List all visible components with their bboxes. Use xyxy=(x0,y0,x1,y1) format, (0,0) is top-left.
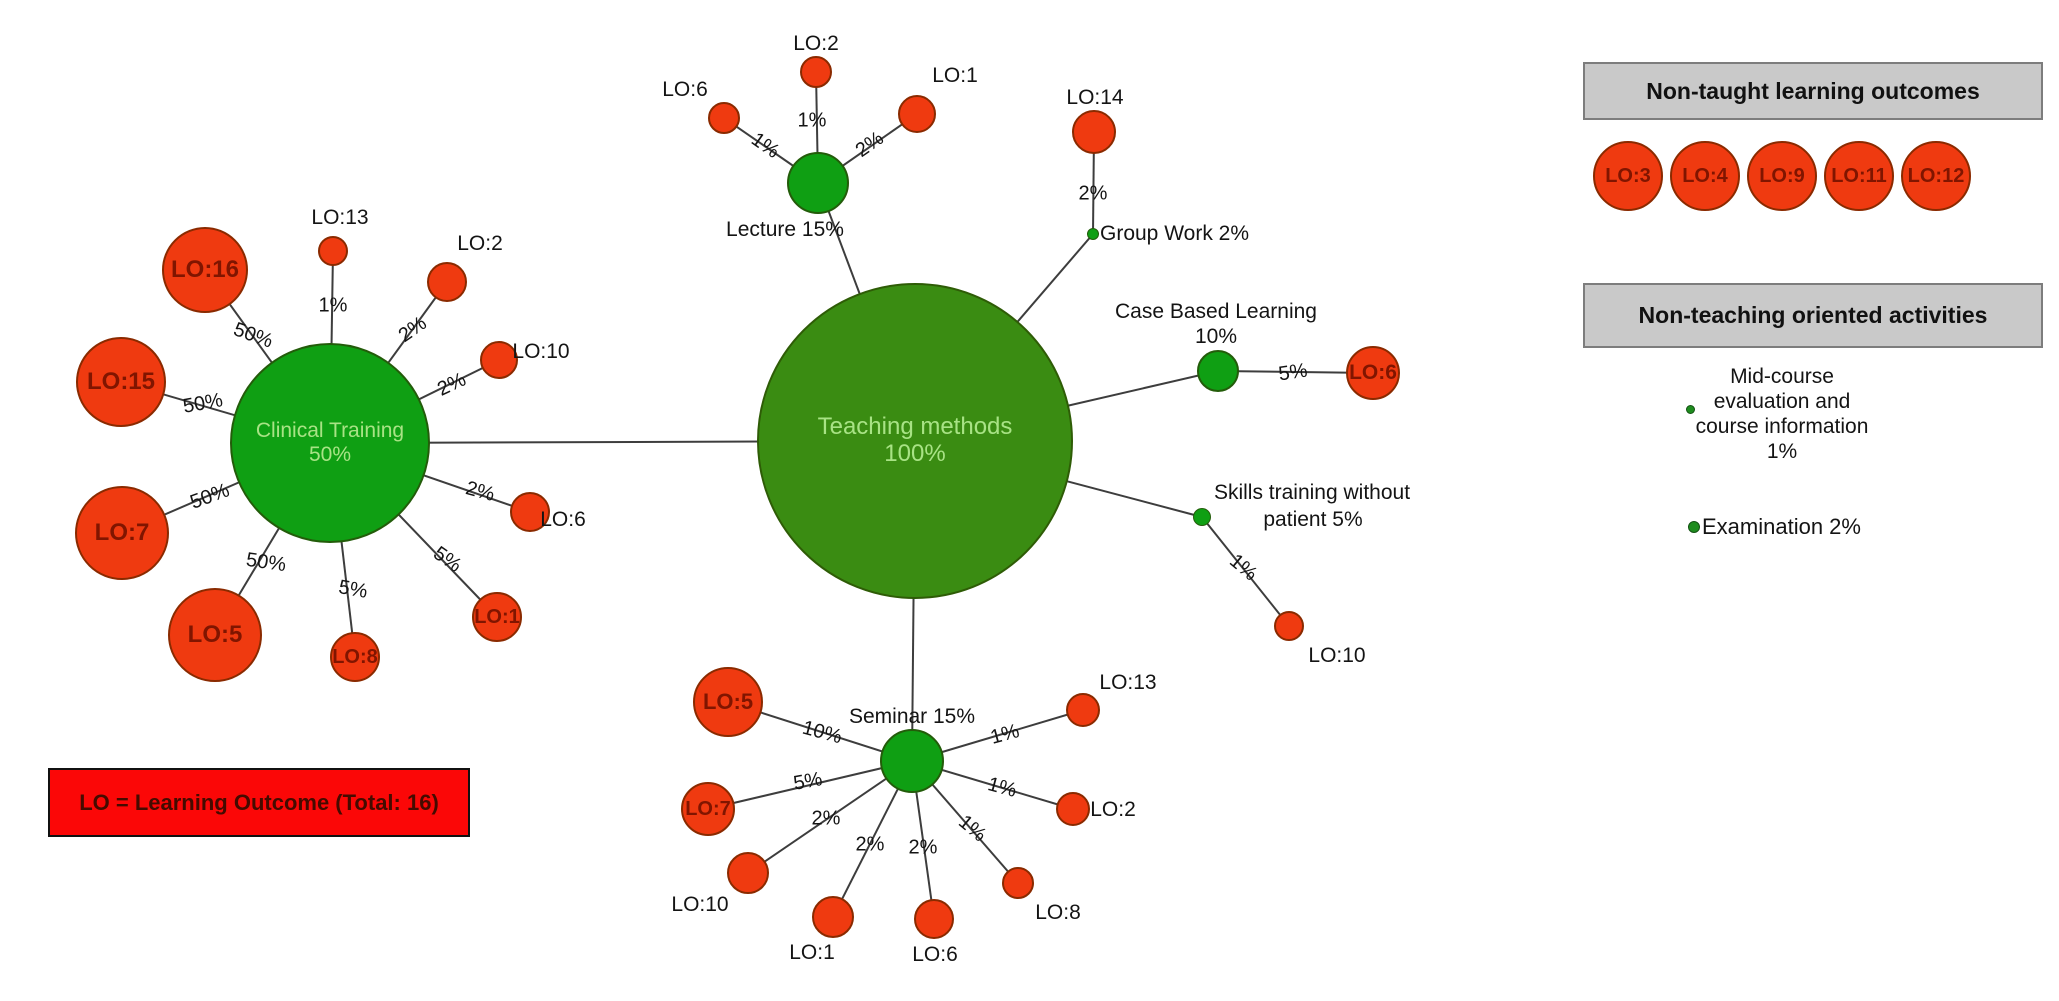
mid-course-dot xyxy=(1686,405,1695,414)
node-label: LO:7 xyxy=(685,797,731,820)
mid-course-line: course information xyxy=(1695,415,1869,438)
graph-text-label: LO:1 xyxy=(789,941,835,964)
edge-percentage-label: 2% xyxy=(855,833,885,856)
node-label: LO:16 xyxy=(170,255,239,283)
node-cl_lo6 xyxy=(510,492,550,532)
node-cbl xyxy=(1197,350,1239,392)
legend-outcome-circle: LO:12 xyxy=(1901,141,1971,211)
graph-text-label: Lecture 15% xyxy=(726,218,844,241)
graph-text-label: LO:2 xyxy=(1090,798,1136,821)
node-label: LO:5 xyxy=(187,620,243,648)
node-se_lo8 xyxy=(1002,867,1034,899)
node-label: Teaching methods xyxy=(817,413,1013,441)
non-teaching-activities-title: Non-teaching oriented activities xyxy=(1638,302,1988,328)
graph-text-label: LO:14 xyxy=(1066,86,1124,109)
node-label: LO:6 xyxy=(1349,361,1397,385)
node-label: Clinical Training 50% xyxy=(255,419,405,466)
edge-skills-s_lo10 xyxy=(1201,516,1290,627)
edge-percentage-label: 2% xyxy=(811,807,841,830)
node-l_lo1 xyxy=(898,95,936,133)
node-clinical: Clinical Training 50% xyxy=(230,343,430,543)
edge-seminar-se_lo7 xyxy=(707,760,913,810)
node-c_lo6: LO:6 xyxy=(1346,346,1400,400)
graph-text-label: LO:8 xyxy=(1035,901,1081,924)
node-label: LO:1 xyxy=(474,605,520,628)
node-l_lo6 xyxy=(708,102,740,134)
edge-percentage-label: 5% xyxy=(336,576,370,603)
edge-seminar-se_lo10 xyxy=(747,760,913,874)
node-label: 100% xyxy=(884,440,946,467)
node-cl_lo15: LO:15 xyxy=(76,337,166,427)
node-cl_lo10 xyxy=(480,341,518,379)
graph-text-label: LO:10 xyxy=(671,893,729,916)
non-taught-outcomes-title: Non-taught learning outcomes xyxy=(1646,77,1980,104)
legend-outcome-circle: LO:11 xyxy=(1824,141,1894,211)
lo-note-text: LO = Learning Outcome (Total: 16) xyxy=(79,789,439,815)
node-cl_lo16: LO:16 xyxy=(162,227,248,313)
node-cl_lo2 xyxy=(427,262,467,302)
graph-text-label: LO:6 xyxy=(540,508,586,531)
non-teaching-activities-header: Non-teaching oriented activities xyxy=(1583,283,2043,348)
edge-percentage-label: 2% xyxy=(1078,182,1108,205)
edge-percentage-label: 5% xyxy=(1277,359,1309,386)
node-s_lo10 xyxy=(1274,611,1304,641)
graph-text-label: Group Work 2% xyxy=(1100,222,1249,245)
node-l_lo2 xyxy=(800,56,832,88)
graph-text-label: LO:10 xyxy=(512,340,570,363)
edge-percentage-label: 1% xyxy=(797,109,827,132)
non-taught-outcomes-header: Non-taught learning outcomes xyxy=(1583,62,2043,120)
node-se_lo1 xyxy=(812,896,854,938)
legend-outcome-circle: LO:3 xyxy=(1593,141,1663,211)
graph-text-label: LO:2 xyxy=(457,232,503,255)
graph-text-label: patient 5% xyxy=(1263,508,1363,531)
graph-text-label: LO:10 xyxy=(1308,644,1366,667)
node-label: LO:5 xyxy=(702,688,754,714)
node-cl_lo8: LO:8 xyxy=(330,632,380,682)
node-g_lo14 xyxy=(1072,110,1116,154)
node-seminar xyxy=(880,729,944,793)
node-label: LO:8 xyxy=(332,645,378,668)
node-se_lo10 xyxy=(727,852,769,894)
graph-text-label: LO:6 xyxy=(912,943,958,966)
graph-text-label: 10% xyxy=(1194,325,1238,348)
lo-note-box: LO = Learning Outcome (Total: 16) xyxy=(48,768,470,837)
edge-percentage-label: 1% xyxy=(318,294,348,317)
graph-text-label: Seminar 15% xyxy=(848,705,976,728)
node-se_lo2 xyxy=(1056,792,1090,826)
graph-text-label: Skills training without xyxy=(1213,481,1411,504)
node-label: LO:7 xyxy=(94,518,150,546)
legend-outcome-circle: LO:4 xyxy=(1670,141,1740,211)
graph-text-label: LO:2 xyxy=(793,32,839,55)
edge-percentage-label: 2% xyxy=(908,836,938,859)
graph-text-label: LO:13 xyxy=(1099,671,1157,694)
node-se_lo6 xyxy=(914,899,954,939)
node-skills xyxy=(1193,508,1211,526)
node-teaching: Teaching methods 100% xyxy=(757,283,1073,599)
node-cl_lo13 xyxy=(318,236,348,266)
graph-text-label: LO:13 xyxy=(311,206,369,229)
node-se_lo7: LO:7 xyxy=(681,782,735,836)
node-se_lo13 xyxy=(1066,693,1100,727)
graph-text-label: Case Based Learning xyxy=(1115,300,1317,323)
node-cl_lo1: LO:1 xyxy=(472,592,522,642)
mid-course-line: 1% xyxy=(1766,440,1798,463)
mid-course-line: Mid-course xyxy=(1730,365,1834,388)
legend-outcome-circle: LO:9 xyxy=(1747,141,1817,211)
graph-text-label: LO:1 xyxy=(932,64,978,87)
non-taught-outcomes-circles: LO:3 LO:4 LO:9 LO:11 LO:12 xyxy=(1593,141,1971,211)
node-groupwork xyxy=(1087,228,1099,240)
graph-text-label: LO:6 xyxy=(662,78,708,101)
examination-dot xyxy=(1688,521,1700,533)
examination-item: Examination 2% xyxy=(1702,514,1861,539)
node-se_lo5: LO:5 xyxy=(693,667,763,737)
node-label: LO:15 xyxy=(86,367,155,395)
node-cl_lo5: LO:5 xyxy=(168,588,262,682)
mid-course-line: evaluation and xyxy=(1713,390,1851,413)
edge-percentage-label: 5% xyxy=(791,768,825,795)
node-cl_lo7: LO:7 xyxy=(75,486,169,580)
mid-course-item: Mid-course evaluation and course informa… xyxy=(1672,364,1892,464)
node-lecture xyxy=(787,152,849,214)
